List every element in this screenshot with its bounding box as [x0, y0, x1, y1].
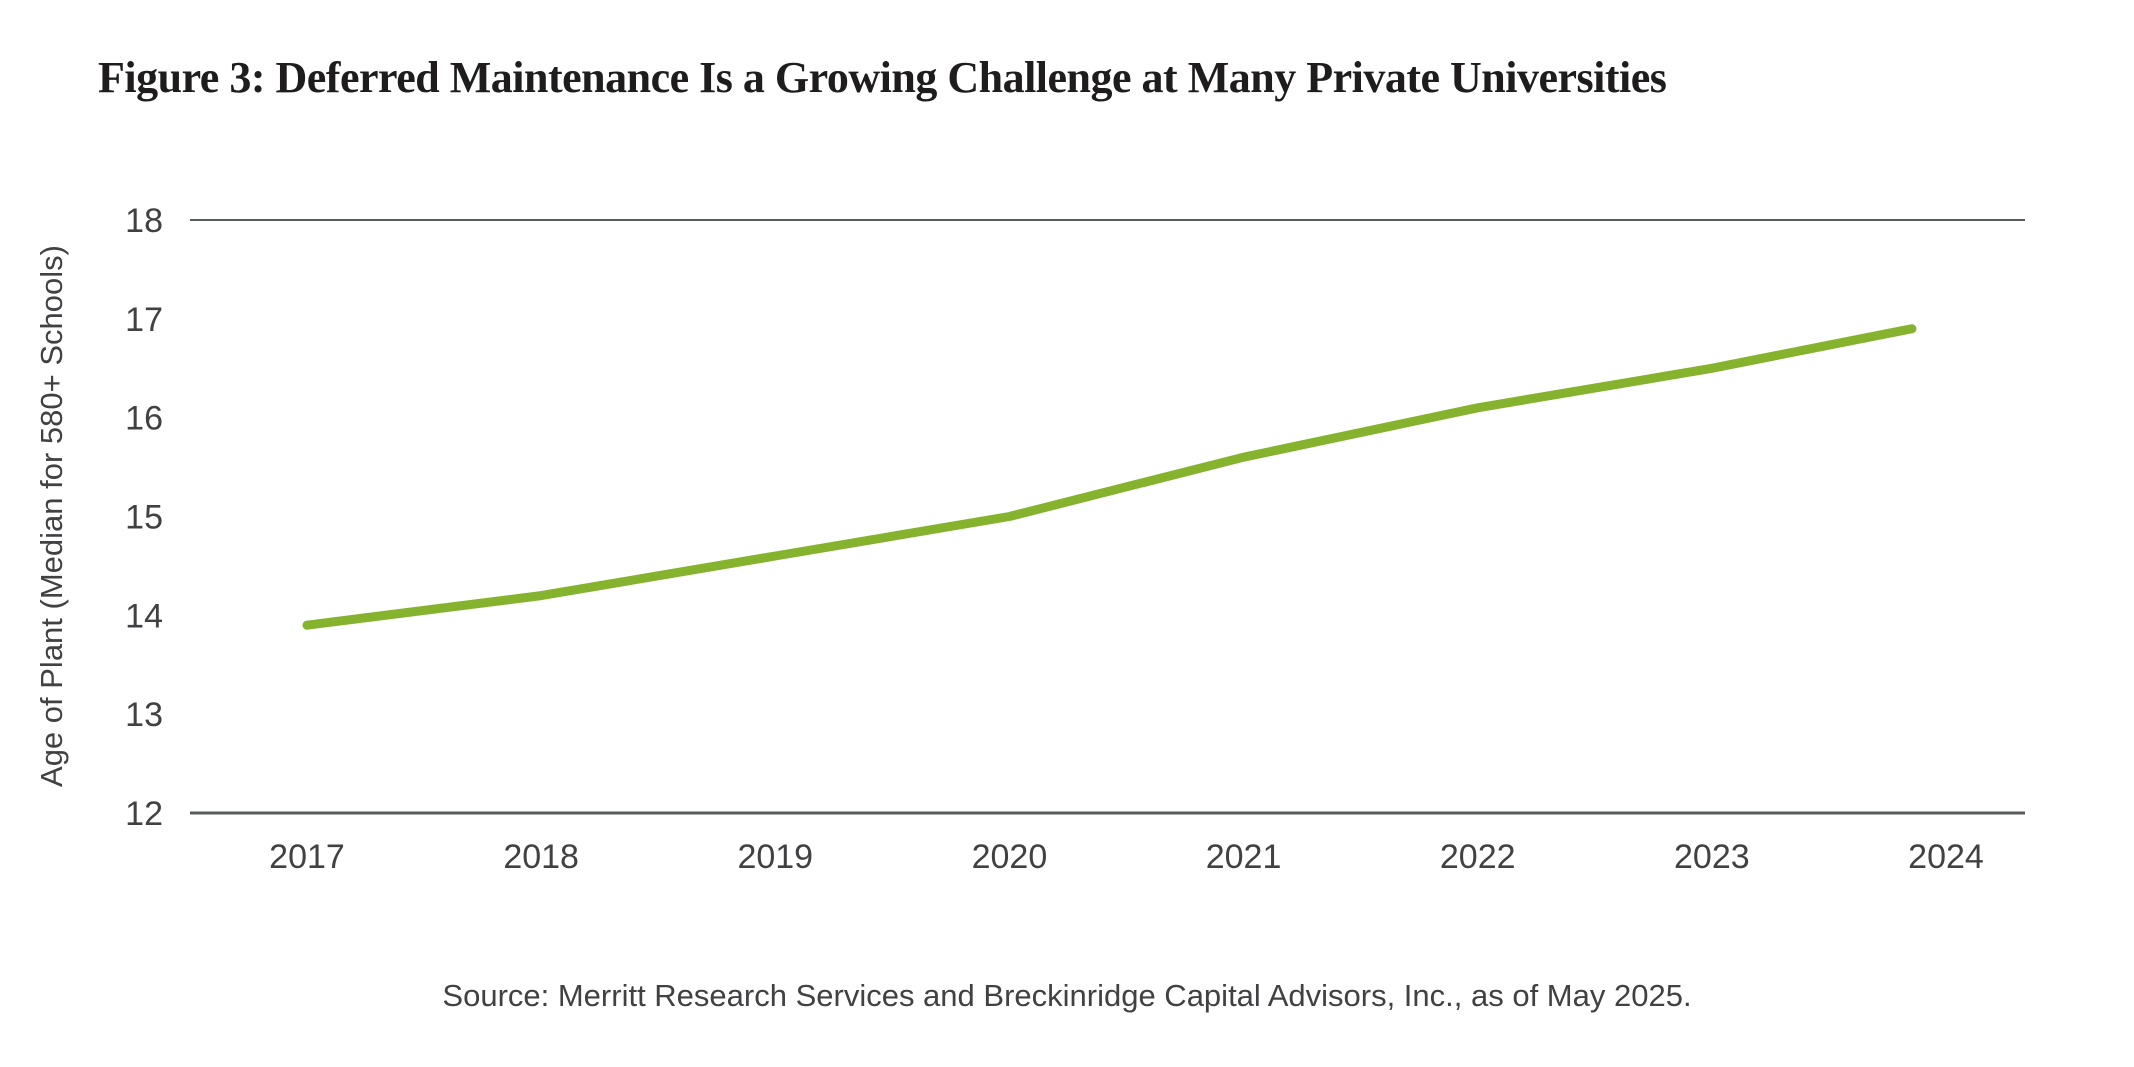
y-tick-label: 12 — [125, 795, 163, 833]
y-tick-label: 18 — [125, 202, 163, 240]
line-chart: Age of Plant (Median for 580+ Schools) 1… — [34, 202, 2025, 876]
y-axis-title: Age of Plant (Median for 580+ Schools) — [34, 245, 69, 787]
y-tick-label: 13 — [125, 696, 163, 734]
x-tick-label: 2020 — [972, 838, 1048, 876]
x-tick-label: 2022 — [1440, 838, 1516, 876]
source-note: Source: Merritt Research Services and Br… — [442, 978, 1692, 1013]
chart-title: Figure 3: Deferred Maintenance Is a Grow… — [98, 53, 1667, 102]
data-line — [302, 324, 1917, 630]
x-tick-label: 2018 — [503, 838, 579, 876]
y-tick-label: 17 — [125, 301, 163, 339]
y-tick-label: 14 — [125, 597, 163, 635]
plot-area: 18 17 16 15 14 13 12 2017 2018 2019 2020 2021 2022 20… — [125, 202, 2025, 876]
y-tick-label: 16 — [125, 400, 163, 438]
x-tick-label: 2024 — [1908, 838, 1984, 876]
x-tick-label: 2019 — [737, 838, 813, 876]
x-tick-label: 2021 — [1206, 838, 1282, 876]
x-tick-label: 2017 — [269, 838, 345, 876]
y-tick-label: 15 — [125, 499, 163, 537]
x-tick-label: 2023 — [1674, 838, 1750, 876]
